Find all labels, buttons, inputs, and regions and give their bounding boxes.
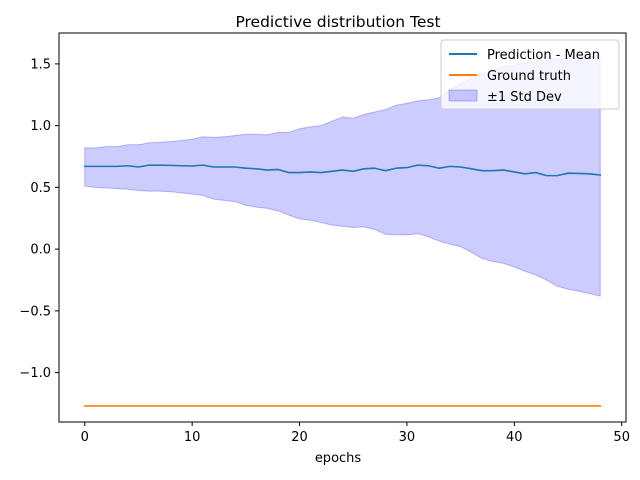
y-tick-label: 1.5 <box>30 57 51 72</box>
legend-mean-label: Prediction - Mean <box>487 48 600 63</box>
x-tick-label: 30 <box>399 430 416 445</box>
legend-band-label: ±1 Std Dev <box>487 90 562 105</box>
y-axis: −1.0 −0.5 0.0 0.5 1.0 1.5 <box>19 57 59 381</box>
x-axis: 0 10 20 30 40 50 <box>81 422 630 445</box>
x-tick-label: 20 <box>291 430 308 445</box>
legend-box <box>440 39 620 110</box>
legend-ground-truth-label: Ground truth <box>487 69 571 84</box>
x-tick-label: 10 <box>184 430 201 445</box>
axes-frame <box>58 32 627 423</box>
x-tick-label: 50 <box>613 430 630 445</box>
x-tick-label: 40 <box>506 430 523 445</box>
series-line-prediction-mean <box>83 164 602 177</box>
y-tick-label: 0.0 <box>30 243 51 258</box>
y-tick-label: −1.0 <box>19 366 51 381</box>
y-tick-label: 1.0 <box>30 119 51 134</box>
x-tick-label: 0 <box>81 430 89 445</box>
std-dev-band <box>84 54 601 297</box>
legend: Prediction - Mean Ground truth ±1 Std De… <box>440 39 620 110</box>
x-axis-label: epochs <box>315 451 362 466</box>
y-tick-label: −0.5 <box>19 304 51 319</box>
chart-title: Predictive distribution Test <box>235 13 440 31</box>
plot-area <box>83 54 602 407</box>
y-tick-label: 0.5 <box>30 181 51 196</box>
legend-band-swatch <box>448 89 478 102</box>
